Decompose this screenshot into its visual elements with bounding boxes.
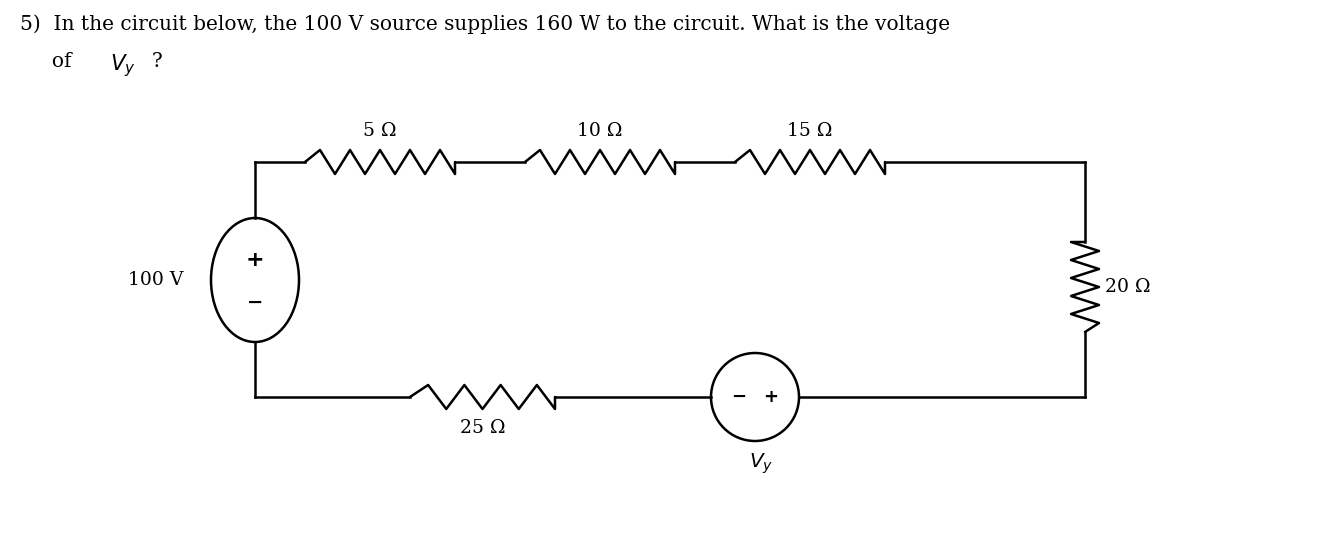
Text: of: of xyxy=(20,52,78,71)
Text: 5)  In the circuit below, the 100 V source supplies 160 W to the circuit. What i: 5) In the circuit below, the 100 V sourc… xyxy=(20,14,951,34)
Text: 15 Ω: 15 Ω xyxy=(788,122,833,140)
Text: 5 Ω: 5 Ω xyxy=(364,122,397,140)
Text: +: + xyxy=(764,388,779,406)
Text: −: − xyxy=(247,293,263,311)
Text: 10 Ω: 10 Ω xyxy=(578,122,623,140)
Text: +: + xyxy=(246,250,264,270)
Text: 25 Ω: 25 Ω xyxy=(460,419,505,437)
Text: 100 V: 100 V xyxy=(128,271,182,289)
Text: ?: ? xyxy=(152,52,163,71)
Text: −: − xyxy=(731,388,747,406)
Text: $V_y$: $V_y$ xyxy=(110,52,136,79)
Text: 20 Ω: 20 Ω xyxy=(1105,278,1150,296)
Text: $V_y$: $V_y$ xyxy=(748,451,773,475)
